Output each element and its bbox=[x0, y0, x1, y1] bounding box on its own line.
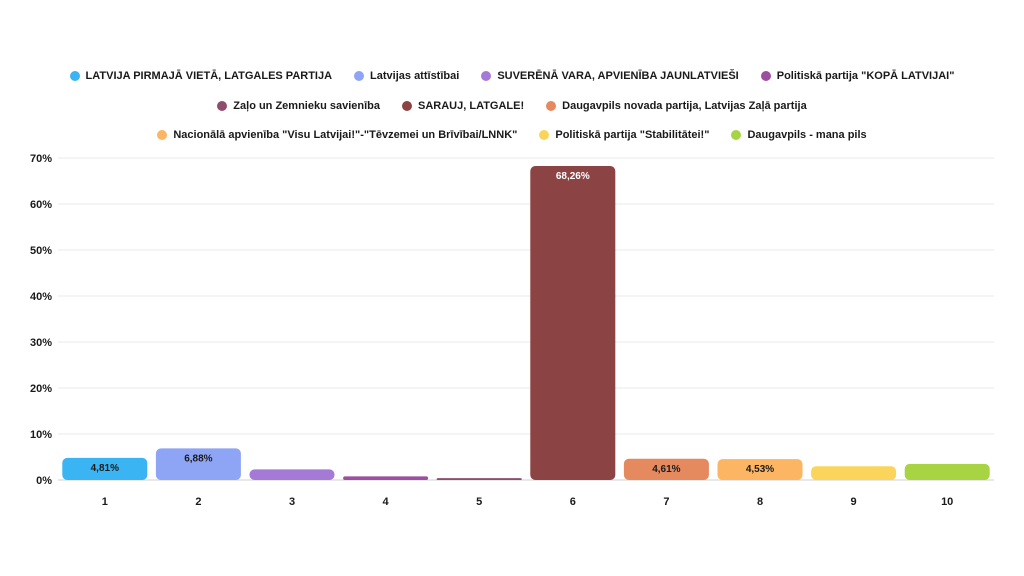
legend-label: Politiskā partija "Stabilitātei!" bbox=[555, 129, 710, 141]
legend-item: LATVIJA PIRMAJĀ VIETĀ, LATGALES PARTIJA bbox=[69, 70, 333, 82]
x-tick-label: 2 bbox=[195, 496, 201, 508]
y-tick-label: 10% bbox=[30, 429, 52, 441]
legend-swatch bbox=[760, 71, 771, 81]
y-tick-label: 40% bbox=[30, 291, 52, 303]
x-tick-label: 8 bbox=[757, 496, 763, 508]
legend-swatch bbox=[69, 71, 80, 81]
bar-5 bbox=[436, 478, 522, 480]
bar-9 bbox=[811, 466, 897, 480]
x-tick-label: 9 bbox=[851, 496, 857, 508]
bar-6 bbox=[530, 166, 616, 480]
legend-item: Daugavpils novada partija, Latvijas Zaļā… bbox=[546, 100, 807, 112]
x-tick-label: 3 bbox=[289, 496, 295, 508]
legend-item: SARAUJ, LATGALE! bbox=[402, 100, 524, 112]
legend-label: Latvijas attīstībai bbox=[370, 70, 460, 82]
legend-item: Zaļo un Zemnieku savienība bbox=[217, 100, 380, 112]
x-tick-label: 1 bbox=[102, 496, 108, 508]
legend-swatch bbox=[354, 71, 365, 81]
legend-item: Daugavpils - mana pils bbox=[731, 129, 867, 141]
legend-item: Nacionālā apvienība "Visu Latvijai!"-"Tē… bbox=[157, 129, 517, 141]
legend-label: LATVIJA PIRMAJĀ VIETĀ, LATGALES PARTIJA bbox=[85, 70, 333, 82]
bar-2 bbox=[155, 448, 241, 480]
legend-item: Politiskā partija "Stabilitātei!" bbox=[539, 129, 709, 141]
data-label: 6,88% bbox=[184, 453, 212, 464]
bar-1 bbox=[62, 457, 148, 480]
legend-row: LATVIJA PIRMAJĀ VIETĀ, LATGALES PARTIJA L… bbox=[0, 70, 1024, 82]
x-tick-label: 6 bbox=[570, 496, 576, 508]
legend-label: SARAUJ, LATGALE! bbox=[418, 100, 525, 112]
y-tick-label: 30% bbox=[30, 337, 52, 349]
legend-label: Daugavpils - mana pils bbox=[747, 129, 867, 141]
legend-label: SUVERĒNĀ VARA, APVIENĪBA JAUNLATVIEŠI bbox=[497, 70, 739, 82]
x-tick-label: 4 bbox=[383, 496, 390, 508]
legend-swatch bbox=[157, 130, 168, 140]
legend-label: Nacionālā apvienība "Visu Latvijai!"-"Tē… bbox=[173, 129, 518, 141]
bar-10 bbox=[904, 463, 990, 480]
x-tick-label: 7 bbox=[663, 496, 669, 508]
legend-swatch bbox=[481, 71, 492, 81]
legend-item: SUVERĒNĀ VARA, APVIENĪBA JAUNLATVIEŠI bbox=[481, 70, 739, 82]
y-tick-label: 50% bbox=[30, 245, 52, 257]
legend-label: Daugavpils novada partija, Latvijas Zaļā… bbox=[562, 100, 807, 112]
legend-swatch bbox=[546, 101, 557, 111]
legend-row: Nacionālā apvienība "Visu Latvijai!"-"Tē… bbox=[0, 129, 1024, 141]
y-tick-label: 20% bbox=[30, 383, 52, 395]
x-tick-label: 5 bbox=[476, 496, 482, 508]
legend-swatch bbox=[539, 130, 550, 140]
x-tick-label: 10 bbox=[941, 496, 953, 508]
legend-label: Zaļo un Zemnieku savienība bbox=[233, 100, 381, 112]
data-label: 4,61% bbox=[652, 464, 680, 475]
legend-swatch bbox=[217, 101, 228, 111]
legend-swatch bbox=[402, 101, 413, 111]
y-tick-label: 0% bbox=[36, 475, 52, 487]
legend-row: Zaļo un Zemnieku savienība SARAUJ, LATGAL… bbox=[0, 100, 1024, 112]
data-label: 4,53% bbox=[746, 464, 774, 475]
legend-item: Politiskā partija "KOPĀ LATVIJAI" bbox=[760, 70, 955, 82]
legend-label: Politiskā partija "KOPĀ LATVIJAI" bbox=[776, 70, 955, 82]
data-label: 68,26% bbox=[556, 171, 590, 182]
y-tick-label: 60% bbox=[30, 199, 52, 211]
bar-3 bbox=[249, 469, 335, 480]
legend-swatch bbox=[731, 130, 742, 140]
y-tick-label: 70% bbox=[30, 153, 52, 165]
legend-item: Latvijas attīstībai bbox=[354, 70, 459, 82]
bar-7 bbox=[623, 458, 709, 480]
data-label: 4,81% bbox=[91, 463, 119, 474]
bar-4 bbox=[343, 476, 429, 480]
bar-8 bbox=[717, 459, 803, 480]
